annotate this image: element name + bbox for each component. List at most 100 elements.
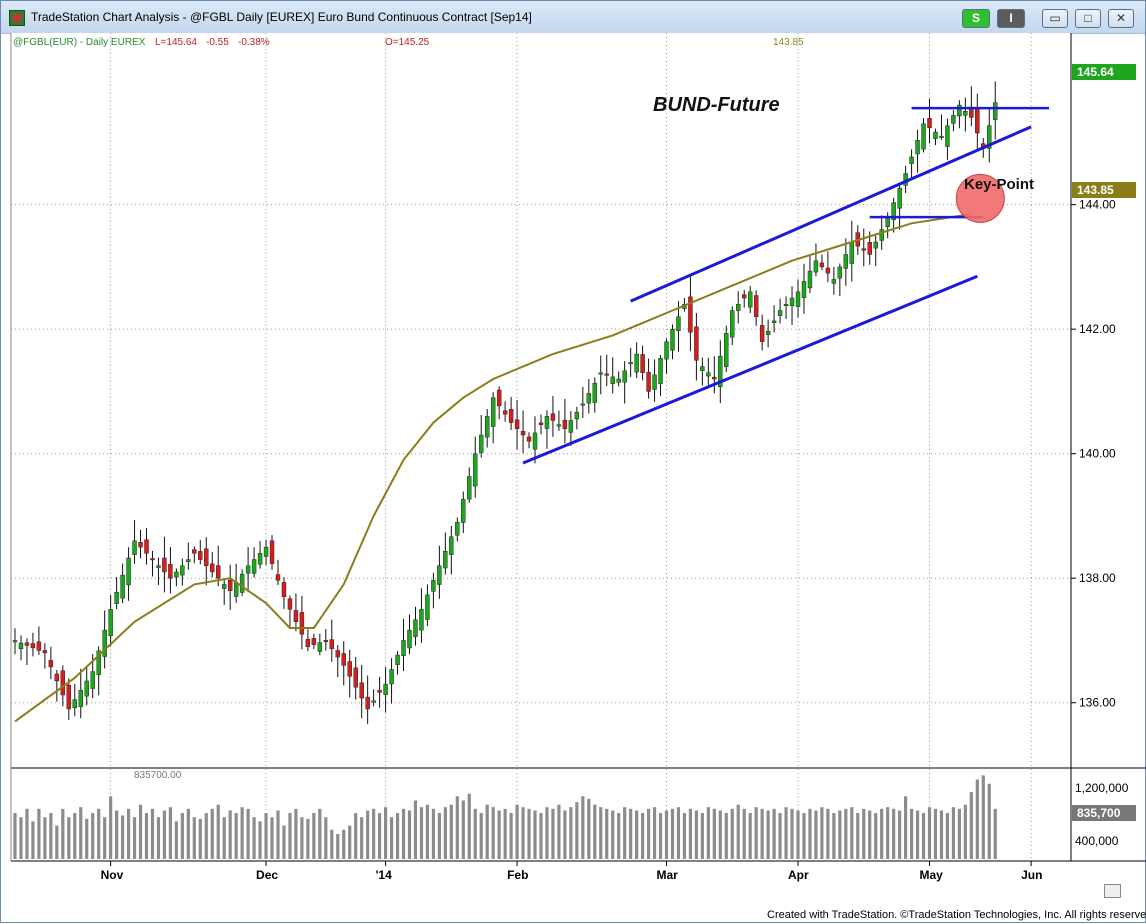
volume-bar (55, 825, 59, 859)
candle-body (861, 248, 866, 251)
candle-body (724, 333, 729, 367)
candle-body (479, 434, 484, 453)
candle-body (526, 436, 532, 442)
volume-bar (264, 813, 268, 859)
candle-body (610, 376, 615, 385)
candle-body (305, 639, 311, 647)
candle-body (801, 281, 807, 299)
scroll-button[interactable] (1104, 884, 1121, 898)
candle-body (204, 548, 209, 566)
candle-body (993, 102, 998, 120)
candle-body (449, 536, 454, 555)
volume-bar (748, 813, 752, 859)
volume-bar (730, 808, 734, 859)
volume-bar (850, 807, 854, 859)
candle-body (84, 680, 89, 697)
candle-body (885, 216, 890, 227)
candle-body (718, 355, 723, 387)
volume-bar (862, 808, 866, 859)
volume-bar (473, 808, 477, 859)
volume-bar (186, 808, 190, 859)
candle-body (622, 370, 627, 383)
candle-body (371, 700, 376, 703)
volume-bar (802, 813, 806, 859)
volume-bar (886, 807, 890, 859)
candle-body (915, 140, 920, 155)
candle-body (221, 584, 227, 589)
volume-bar (419, 807, 424, 859)
candle-body (963, 111, 968, 116)
volume-bar (784, 807, 788, 859)
candle-body (467, 476, 472, 500)
candle-body (30, 643, 36, 649)
volume-bar (431, 808, 435, 859)
time-tick-label: Nov (101, 868, 124, 882)
candle-body (263, 546, 269, 557)
volume-bar (497, 810, 501, 859)
header-ma-value: 143.85 (773, 37, 804, 48)
volume-bar (898, 810, 902, 859)
candle-body (419, 609, 424, 631)
volume-bar (437, 813, 441, 859)
candle-body (455, 521, 460, 536)
s-button[interactable]: S (962, 9, 990, 28)
candle-body (532, 432, 538, 450)
volume-bar (210, 808, 214, 859)
last-price-tag (1072, 64, 1136, 80)
candle-body (323, 640, 329, 643)
volume-bar (844, 808, 848, 859)
candle-body (795, 291, 801, 307)
maximize-button[interactable]: □ (1075, 9, 1101, 28)
volume-bar (348, 825, 352, 859)
candle-body (921, 123, 926, 150)
candle-body (413, 619, 418, 637)
volume-bar (545, 807, 549, 859)
volume-bar (276, 810, 280, 859)
volume-bar (987, 783, 991, 859)
key-point-circle (955, 173, 1005, 223)
volume-bar (401, 808, 406, 859)
volume-bar (31, 821, 35, 859)
candle-body (120, 574, 125, 599)
volume-bar (670, 808, 675, 859)
volume-bar (204, 813, 208, 859)
price-chart[interactable]: @FGBL(EUR) - Daily EUREX L=145.64 -0.55 … (1, 33, 1146, 924)
volume-bar (79, 807, 83, 859)
volume-bar (25, 808, 29, 859)
candle-body (144, 539, 149, 554)
candle-body (437, 565, 442, 585)
volume-bar (874, 813, 878, 859)
candle-body (383, 683, 388, 695)
candle-body (520, 431, 526, 436)
close-button[interactable]: ✕ (1108, 9, 1134, 28)
i-button[interactable]: I (997, 9, 1025, 28)
candle-body (377, 690, 382, 693)
volume-bar (933, 808, 938, 859)
candle-body (676, 316, 681, 331)
volume-bar (491, 807, 495, 859)
volume-bar (533, 810, 537, 859)
candle-body (957, 104, 962, 117)
volume-bar (814, 810, 818, 859)
candle-body (891, 202, 896, 220)
candle-body (825, 267, 831, 274)
minimize-button[interactable]: ▭ (1042, 9, 1068, 28)
price-tick-label: 140.00 (1079, 447, 1116, 461)
candle-body (18, 642, 24, 650)
volume-bar (658, 813, 663, 859)
candle-body (550, 413, 556, 421)
candle-body (365, 696, 370, 710)
volume-bar (921, 813, 926, 859)
volume-bar (485, 804, 489, 859)
time-tick-label: May (920, 868, 944, 882)
candle-body (54, 673, 60, 682)
volume-bar (617, 813, 621, 859)
candle-body (293, 610, 299, 622)
volume-tick-label: 1,200,000 (1075, 781, 1129, 795)
trendlines (522, 106, 1050, 465)
candle-body (395, 654, 400, 665)
volume-tick-label: 400,000 (1075, 834, 1119, 848)
candle-body (192, 549, 197, 554)
volume-bar (575, 802, 579, 859)
volume-bar (413, 800, 418, 859)
